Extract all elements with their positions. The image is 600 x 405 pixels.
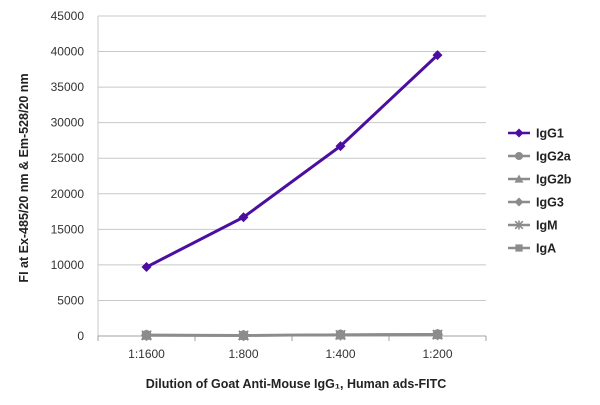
legend-item-igg2b: IgG2b xyxy=(508,173,572,187)
y-tick-label: 35000 xyxy=(51,80,85,94)
legend-item-igg1: IgG1 xyxy=(508,127,564,141)
series-line xyxy=(146,332,438,337)
y-tick-label: 30000 xyxy=(51,116,85,130)
y-tick-label: 25000 xyxy=(51,151,85,165)
x-tick-label: 1:200 xyxy=(422,347,452,361)
legend-label: IgG1 xyxy=(536,127,564,141)
legend-marker xyxy=(514,174,524,183)
legend-label: IgA xyxy=(536,242,556,256)
legend: IgG1 IgG2a IgG2b IgG3 IgM IgA xyxy=(508,127,572,256)
y-axis-ticks: 0 5000 10000 15000 20000 25000 30000 35000 40000… xyxy=(51,9,85,343)
data-point xyxy=(432,50,443,61)
data-point xyxy=(335,329,346,340)
y-tick-label: 5000 xyxy=(57,293,84,307)
data-point xyxy=(141,329,152,340)
legend-label: IgG2b xyxy=(536,173,572,187)
data-point xyxy=(335,141,346,152)
y-tick-label: 45000 xyxy=(51,9,85,23)
y-tick-label: 40000 xyxy=(51,45,85,59)
legend-marker xyxy=(514,197,524,207)
x-axis-title: Dilution of Goat Anti-Mouse IgG₁, Human … xyxy=(146,377,447,391)
legend-item-igm: IgM xyxy=(508,219,558,233)
data-point xyxy=(238,212,249,223)
series-line xyxy=(145,54,439,269)
legend-item-igg3: IgG3 xyxy=(508,196,564,210)
x-tick-label: 1:400 xyxy=(325,347,355,361)
legend-label: IgG3 xyxy=(536,196,564,210)
legend-item-iga: IgA xyxy=(508,242,556,256)
series-igg1 xyxy=(141,50,443,273)
data-point xyxy=(432,329,443,340)
legend-item-igg2a: IgG2a xyxy=(508,150,572,164)
data-point xyxy=(141,262,152,273)
series-layer xyxy=(141,50,443,342)
series-igg2a xyxy=(141,329,443,341)
legend-marker xyxy=(514,151,524,161)
legend-label: IgG2a xyxy=(536,150,572,164)
y-tick-label: 20000 xyxy=(51,187,85,201)
x-tick-label: 1:800 xyxy=(228,347,258,361)
y-tick-label: 10000 xyxy=(51,258,85,272)
y-axis-title: FI at Ex-485/20 nm & Em-528/20 nm xyxy=(17,73,31,282)
legend-marker xyxy=(514,220,524,230)
x-axis-ticks: 1:1600 1:800 1:400 1:200 xyxy=(97,336,487,361)
data-point xyxy=(238,330,249,341)
legend-marker xyxy=(515,244,523,252)
legend-marker xyxy=(514,128,524,138)
legend-label: IgM xyxy=(536,219,558,233)
y-tick-label: 15000 xyxy=(51,222,85,236)
y-tick-label: 0 xyxy=(77,329,84,343)
x-tick-label: 1:1600 xyxy=(128,347,165,361)
